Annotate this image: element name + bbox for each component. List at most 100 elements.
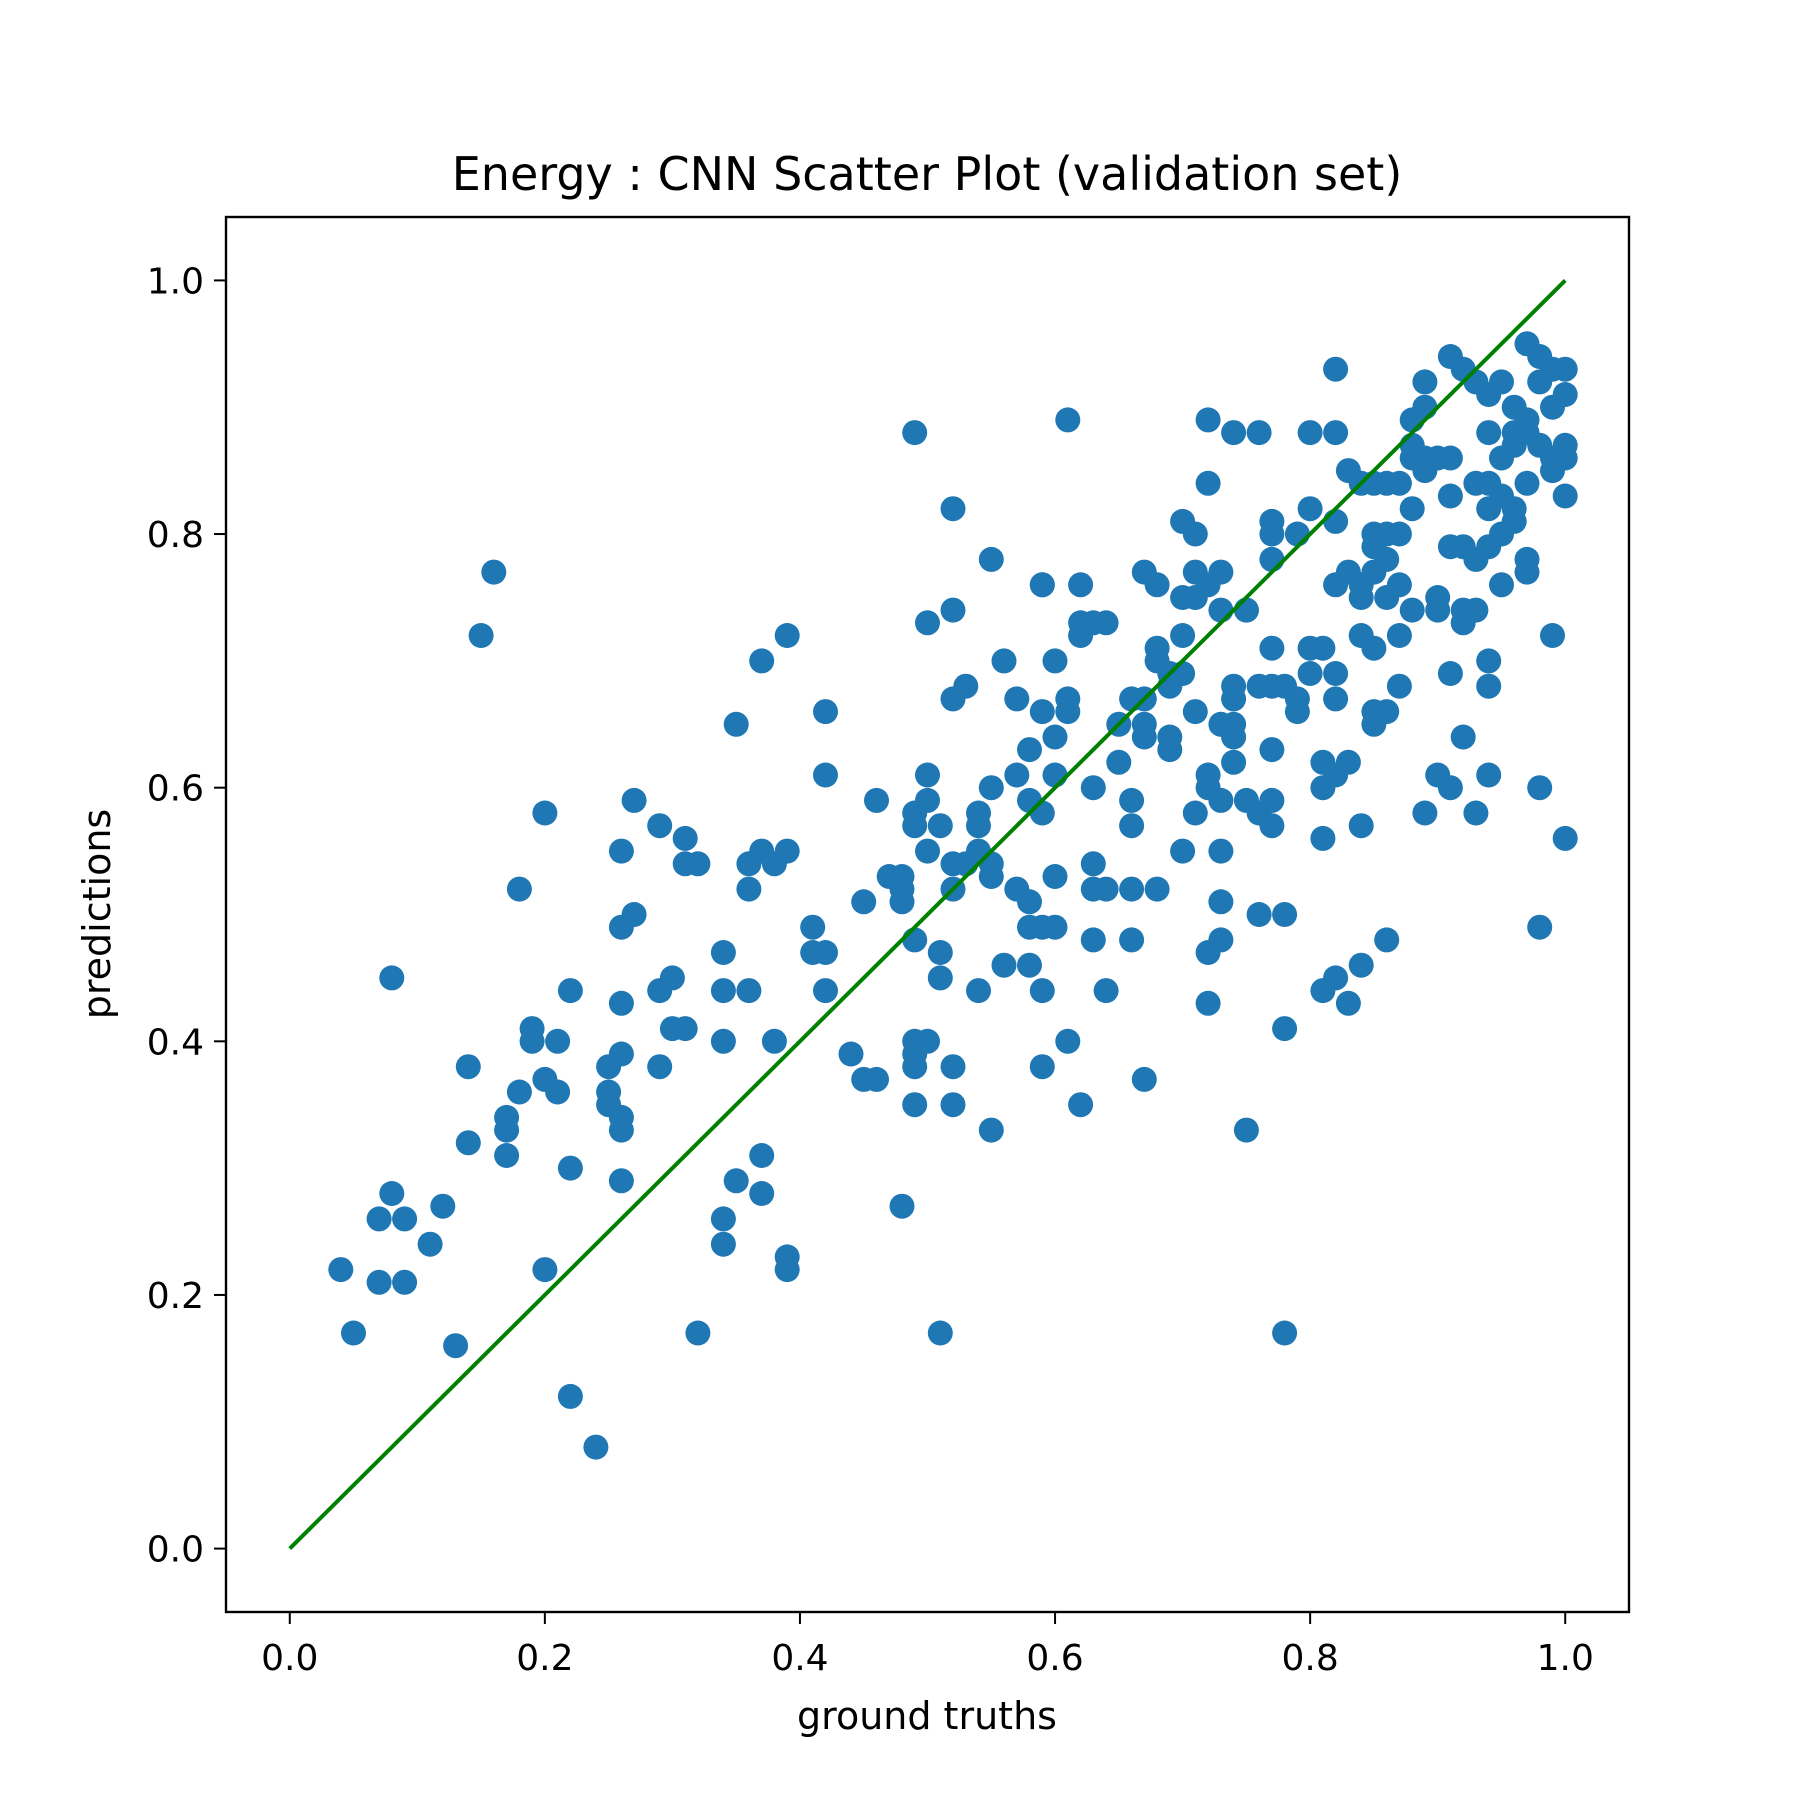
scatter-point — [915, 787, 940, 813]
scatter-point — [557, 1155, 583, 1181]
scatter-point — [1068, 1092, 1094, 1118]
scatter-point — [710, 940, 736, 965]
y-axis-label: predictions — [75, 809, 119, 1019]
scatter-point — [1170, 623, 1196, 648]
scatter-point — [889, 876, 915, 902]
scatter-point — [685, 851, 711, 877]
scatter-point — [647, 813, 673, 839]
scatter-point — [1004, 762, 1030, 788]
scatter-point — [1476, 420, 1502, 446]
scatter-point — [1029, 1054, 1055, 1080]
plot-frame — [224, 215, 1631, 1614]
x-tick-label: 0.2 — [516, 1638, 573, 1679]
scatter-point — [774, 623, 800, 648]
scatter-point — [455, 1054, 481, 1080]
scatter-point — [1399, 597, 1425, 623]
chart-title: Energy : CNN Scatter Plot (validation se… — [452, 147, 1403, 201]
scatter-point — [1386, 521, 1412, 547]
scatter-point — [1527, 914, 1553, 940]
scatter-point — [1017, 889, 1042, 915]
scatter-point — [1055, 1028, 1081, 1054]
y-tick-label: 0.2 — [147, 1276, 204, 1317]
scatter-point — [1221, 749, 1247, 775]
scatter-point — [915, 762, 940, 788]
y-axis: 0.0 0.2 0.4 0.6 0.8 1.0 — [147, 261, 226, 1571]
scatter-point — [813, 940, 838, 965]
scatter-point — [1208, 559, 1234, 585]
scatter-point — [392, 1269, 418, 1295]
scatter-point — [1042, 864, 1068, 889]
scatter-point — [864, 787, 889, 813]
scatter-point — [1170, 838, 1196, 864]
scatter-point — [1335, 990, 1361, 1016]
scatter-point — [1233, 597, 1259, 623]
scatter-point — [813, 762, 838, 788]
scatter-point — [1119, 787, 1145, 813]
scatter-point — [366, 1269, 392, 1295]
scatter-point — [927, 940, 953, 965]
scatter-point — [468, 623, 494, 648]
scatter-point — [1208, 597, 1234, 623]
scatter-point — [1489, 572, 1514, 598]
scatter-point — [557, 1383, 583, 1409]
scatter-point — [1386, 572, 1412, 598]
scatter-point — [749, 1143, 775, 1168]
scatter-point — [1323, 686, 1349, 712]
scatter-point — [1540, 623, 1565, 648]
y-tick-label: 0.8 — [147, 515, 204, 556]
scatter-point — [710, 1028, 736, 1054]
scatter-point — [1080, 927, 1106, 953]
scatter-point — [1093, 978, 1119, 1004]
scatter-point — [1208, 838, 1234, 864]
scatter-point — [519, 1028, 545, 1054]
scatter-point — [1412, 394, 1438, 420]
scatter-point — [1361, 635, 1387, 661]
scatter-point — [978, 1117, 1004, 1143]
scatter-point — [1348, 813, 1374, 839]
scatter-point — [749, 648, 775, 674]
scatter-point — [1195, 407, 1221, 433]
scatter-point — [1042, 914, 1068, 940]
scatter-point — [1310, 635, 1336, 661]
scatter-point — [1259, 813, 1285, 839]
scatter-point — [774, 838, 800, 864]
y-tick-label: 0.6 — [147, 769, 204, 810]
scatter-point — [1476, 648, 1502, 674]
scatter-point — [1297, 420, 1323, 446]
scatter-point — [889, 1193, 915, 1219]
scatter-point — [608, 990, 634, 1016]
scatter-point — [621, 902, 647, 927]
scatter-point — [723, 1168, 749, 1194]
scatter-point — [1374, 699, 1400, 725]
scatter-point — [1412, 369, 1438, 395]
scatter-point — [966, 813, 991, 839]
scatter-point — [545, 1028, 571, 1054]
scatter-point — [1297, 661, 1323, 686]
plot-area — [288, 278, 1578, 1551]
scatter-point — [1399, 496, 1425, 522]
scatter-point — [1259, 546, 1285, 572]
scatter-point — [1182, 800, 1208, 826]
scatter-point — [647, 1054, 673, 1080]
scatter-point — [1412, 800, 1438, 826]
scatter-point — [1323, 356, 1349, 382]
scatter-point — [940, 496, 966, 522]
scatter-point — [1221, 420, 1247, 446]
scatter-point — [915, 1028, 940, 1054]
scatter-point — [1080, 775, 1106, 801]
scatter-point — [978, 851, 1004, 877]
scatter-point — [902, 927, 928, 953]
scatter-point — [1514, 470, 1540, 496]
reference-line — [288, 278, 1567, 1551]
scatter-point — [1476, 673, 1502, 699]
x-tick-label: 0.8 — [1282, 1638, 1339, 1679]
scatter-point — [1552, 356, 1578, 382]
scatter-point — [1042, 762, 1068, 788]
scatter-point — [608, 838, 634, 864]
scatter-point — [430, 1193, 456, 1219]
scatter-point — [379, 1181, 405, 1206]
scatter-point — [978, 546, 1004, 572]
scatter-point — [1221, 711, 1247, 737]
y-tick-label: 0.0 — [147, 1530, 204, 1571]
